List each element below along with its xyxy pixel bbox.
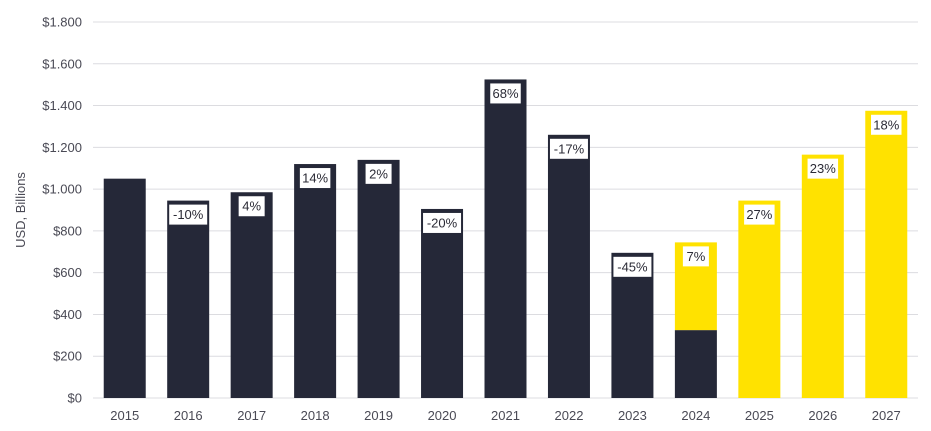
y-axis-ticks: $0 $200 $400 $600 $800 $1.000 $1.200 $1.400 $1.6… xyxy=(42,15,82,406)
y-tick-label: $1.800 xyxy=(42,15,82,30)
data-label-2024: 7% xyxy=(686,249,705,264)
y-axis-label: USD, Billions xyxy=(13,172,28,248)
bar-actual-2016 xyxy=(167,200,210,398)
bar-actual-2018 xyxy=(294,164,337,398)
x-axis-ticks: 2015 2016 2017 2018 2019 2020 2021 2022 2023 2024… xyxy=(110,408,900,423)
x-tick-label: 2023 xyxy=(618,408,647,423)
data-label-box xyxy=(490,83,521,104)
bar-actual-2015 xyxy=(103,178,146,398)
x-tick-label: 2019 xyxy=(364,408,393,423)
x-tick-label: 2016 xyxy=(174,408,203,423)
bar-actual-2021 xyxy=(484,79,527,398)
data-label-box xyxy=(238,196,265,217)
data-label-2018: 14% xyxy=(302,171,328,186)
x-tick-label: 2015 xyxy=(110,408,139,423)
y-tick-label: $1.000 xyxy=(42,182,82,197)
data-label-box xyxy=(169,204,208,225)
y-tick-label: $200 xyxy=(53,349,82,364)
x-tick-label: 2026 xyxy=(808,408,837,423)
y-tick-label: $800 xyxy=(53,223,82,238)
bar-actual-2019 xyxy=(357,159,400,398)
x-tick-label: 2022 xyxy=(555,408,584,423)
data-label-2022: -17% xyxy=(554,141,585,156)
data-label-2027: 18% xyxy=(873,117,899,132)
y-tick-label: $600 xyxy=(53,265,82,280)
data-label-box xyxy=(423,212,462,233)
bar-forecast-2025 xyxy=(738,200,781,398)
data-label-box xyxy=(365,163,392,184)
data-label-2016: -10% xyxy=(173,207,204,222)
bar-actual-2023 xyxy=(611,252,654,398)
data-label-box xyxy=(871,114,902,135)
x-tick-label: 2027 xyxy=(872,408,901,423)
bar-actual-2017 xyxy=(230,192,273,398)
y-tick-label: $1.400 xyxy=(42,98,82,113)
y-tick-label: $400 xyxy=(53,307,82,322)
data-label-box xyxy=(682,246,709,267)
data-label-box xyxy=(807,158,839,179)
data-label-box xyxy=(549,138,588,159)
x-tick-label: 2021 xyxy=(491,408,520,423)
data-label-box xyxy=(613,256,652,277)
bars xyxy=(103,79,908,399)
data-label-2025: 27% xyxy=(746,207,772,222)
data-label-2023: -45% xyxy=(617,259,648,274)
data-label-2020: -20% xyxy=(427,215,458,230)
x-tick-label: 2017 xyxy=(237,408,266,423)
x-tick-label: 2024 xyxy=(681,408,710,423)
x-tick-label: 2025 xyxy=(745,408,774,423)
y-tick-label: $0 xyxy=(68,391,82,406)
bar-actual-2020 xyxy=(421,208,464,398)
bar-actual-2022 xyxy=(547,134,590,399)
bar-forecast-2027 xyxy=(865,110,908,399)
data-label-box xyxy=(299,168,331,189)
data-labels: -10% 4% 14% 2% -20% 68% -17% -45% 7% 27% 23% 18% xyxy=(169,83,902,277)
y-tick-label: $1.200 xyxy=(42,140,82,155)
data-label-2021: 68% xyxy=(492,86,518,101)
y-tick-label: $1.600 xyxy=(42,56,82,71)
data-label-box xyxy=(744,204,775,225)
data-label-2017: 4% xyxy=(242,199,261,214)
data-label-2026: 23% xyxy=(810,161,836,176)
bar-forecast-2026 xyxy=(801,154,844,398)
bar-actual-2024 xyxy=(674,330,717,398)
x-tick-label: 2020 xyxy=(428,408,457,423)
data-label-2019: 2% xyxy=(369,166,388,181)
x-tick-label: 2018 xyxy=(301,408,330,423)
